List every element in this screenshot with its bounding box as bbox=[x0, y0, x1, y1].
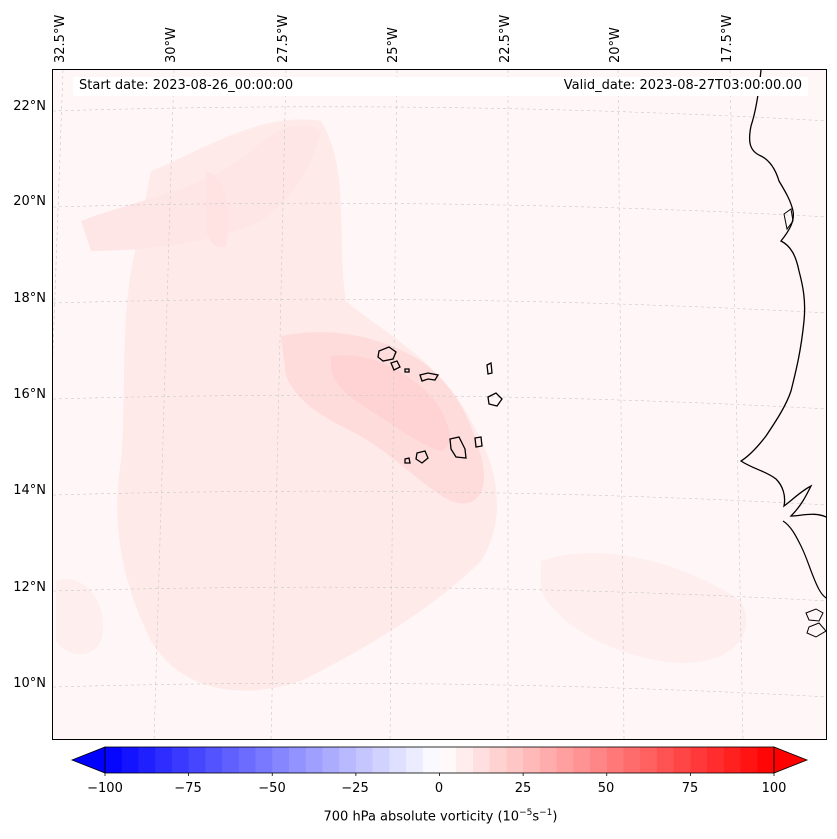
colorbar-step bbox=[372, 747, 390, 773]
coastline-bay-arguin bbox=[783, 208, 794, 231]
colorbar-step bbox=[222, 747, 240, 773]
colorbar-step bbox=[105, 747, 123, 773]
colorbar-step bbox=[339, 747, 357, 773]
colorbar-extend-max bbox=[773, 746, 809, 774]
island-fogo bbox=[415, 450, 429, 464]
colorbar-step bbox=[472, 747, 491, 773]
island-sao-nicolau bbox=[419, 372, 440, 382]
vorticity-band-north bbox=[81, 124, 321, 251]
start-date-label: Start date: 2023-08-26_00:00:00 bbox=[79, 78, 294, 93]
island-boa-vista bbox=[487, 392, 503, 407]
colorbar-tick: 75 bbox=[681, 781, 699, 796]
colorbar-step bbox=[238, 747, 257, 773]
colorbar-step bbox=[489, 747, 507, 773]
island-santo-antao bbox=[377, 346, 397, 362]
colorbar-tick: 0 bbox=[434, 781, 444, 796]
colorbar-step bbox=[590, 747, 608, 773]
colorbar-step bbox=[288, 747, 307, 773]
colorbar-step bbox=[422, 747, 440, 773]
colorbar-tick: −50 bbox=[258, 781, 286, 796]
colorbar-label-exp2: −1 bbox=[539, 808, 553, 818]
colorbar-step bbox=[623, 747, 641, 773]
vorticity-patch-east bbox=[541, 553, 747, 663]
lat-label-18n: 18°N bbox=[13, 291, 46, 306]
colorbar-step bbox=[723, 747, 742, 773]
colorbar-label-mid: s bbox=[532, 809, 540, 825]
colorbar-step bbox=[305, 747, 323, 773]
colorbar-step bbox=[523, 747, 541, 773]
lat-label-10n: 10°N bbox=[13, 676, 46, 691]
island-sal bbox=[486, 361, 493, 375]
colorbar-step bbox=[155, 747, 173, 773]
colorbar-step bbox=[740, 747, 758, 773]
colorbar-step bbox=[205, 747, 223, 773]
lon-label-20w: 20°W bbox=[608, 27, 623, 63]
colorbar-label-prefix: 700 hPa absolute vorticity (10 bbox=[323, 809, 520, 825]
coastline-west-africa bbox=[739, 70, 826, 518]
lon-label-17-5w: 17.5°W bbox=[720, 14, 735, 63]
colorbar-tick: −100 bbox=[87, 781, 123, 796]
lat-label-20n: 20°N bbox=[13, 194, 46, 209]
vorticity-patch-west bbox=[56, 579, 103, 655]
colorbar-step bbox=[355, 747, 374, 773]
vorticity-core-inner bbox=[331, 355, 450, 451]
colorbar-step bbox=[406, 747, 424, 773]
colorbar-tick: −25 bbox=[341, 781, 369, 796]
coastline-islands-bijagos bbox=[805, 608, 826, 638]
island-sao-vicente bbox=[390, 360, 401, 371]
lat-label-12n: 12°N bbox=[13, 580, 46, 595]
colorbar-step bbox=[673, 747, 691, 773]
colorbar-step bbox=[456, 747, 474, 773]
lon-label-32-5w: 32.5°W bbox=[53, 14, 68, 63]
colorbar-step bbox=[171, 747, 190, 773]
lon-label-30w: 30°W bbox=[164, 27, 179, 63]
colorbar-tick: 25 bbox=[514, 781, 532, 796]
cape-verde-islands bbox=[377, 346, 503, 464]
vorticity-band-outer bbox=[117, 119, 498, 691]
colorbar-step bbox=[506, 747, 524, 773]
colorbar-step bbox=[539, 747, 558, 773]
colorbar-step bbox=[272, 747, 290, 773]
colorbar-tick: −75 bbox=[174, 781, 202, 796]
colorbar-step bbox=[121, 747, 139, 773]
colorbar-label: 700 hPa absolute vorticity (10−5s−1) bbox=[0, 808, 837, 824]
island-santa-luzia bbox=[404, 368, 410, 373]
colorbar-tick: 50 bbox=[597, 781, 615, 796]
colorbar bbox=[70, 746, 809, 776]
map-canvas bbox=[53, 70, 826, 739]
colorbar-step bbox=[707, 747, 725, 773]
colorbar-label-suffix: ) bbox=[552, 809, 558, 825]
coastline-guinea-bissau bbox=[782, 520, 826, 599]
valid-date-label: Valid_date: 2023-08-27T03:00:00.00 bbox=[563, 78, 802, 93]
colorbar-extend-min bbox=[70, 746, 106, 774]
colorbar-step bbox=[606, 747, 624, 773]
colorbar-step bbox=[188, 747, 206, 773]
colorbar-step bbox=[690, 747, 708, 773]
colorbar-step bbox=[757, 747, 775, 773]
colorbar-step bbox=[656, 747, 675, 773]
colorbar-tick: 100 bbox=[761, 781, 787, 796]
lat-label-16n: 16°N bbox=[13, 387, 46, 402]
colorbar-step bbox=[255, 747, 273, 773]
colorbar-step bbox=[322, 747, 340, 773]
colorbar-label-exp1: −5 bbox=[519, 808, 533, 818]
lon-label-25w: 25°W bbox=[386, 27, 401, 63]
lon-label-22-5w: 22.5°W bbox=[498, 14, 513, 63]
island-maio bbox=[474, 436, 483, 448]
colorbar-step bbox=[389, 747, 407, 773]
date-info-bar: Start date: 2023-08-26_00:00:00 Valid_da… bbox=[73, 77, 808, 96]
lat-label-22n: 22°N bbox=[13, 99, 46, 114]
lat-label-14n: 14°N bbox=[13, 483, 46, 498]
island-santiago bbox=[449, 436, 467, 459]
colorbar-step bbox=[556, 747, 574, 773]
vorticity-map[interactable] bbox=[52, 69, 827, 740]
vorticity-streak bbox=[206, 171, 228, 248]
colorbar-step bbox=[573, 747, 591, 773]
gridlines bbox=[53, 70, 826, 739]
lon-label-27-5w: 27.5°W bbox=[276, 14, 291, 63]
colorbar-step bbox=[640, 747, 658, 773]
colorbar-step bbox=[439, 747, 457, 773]
colorbar-step bbox=[138, 747, 156, 773]
island-brava bbox=[404, 457, 411, 464]
